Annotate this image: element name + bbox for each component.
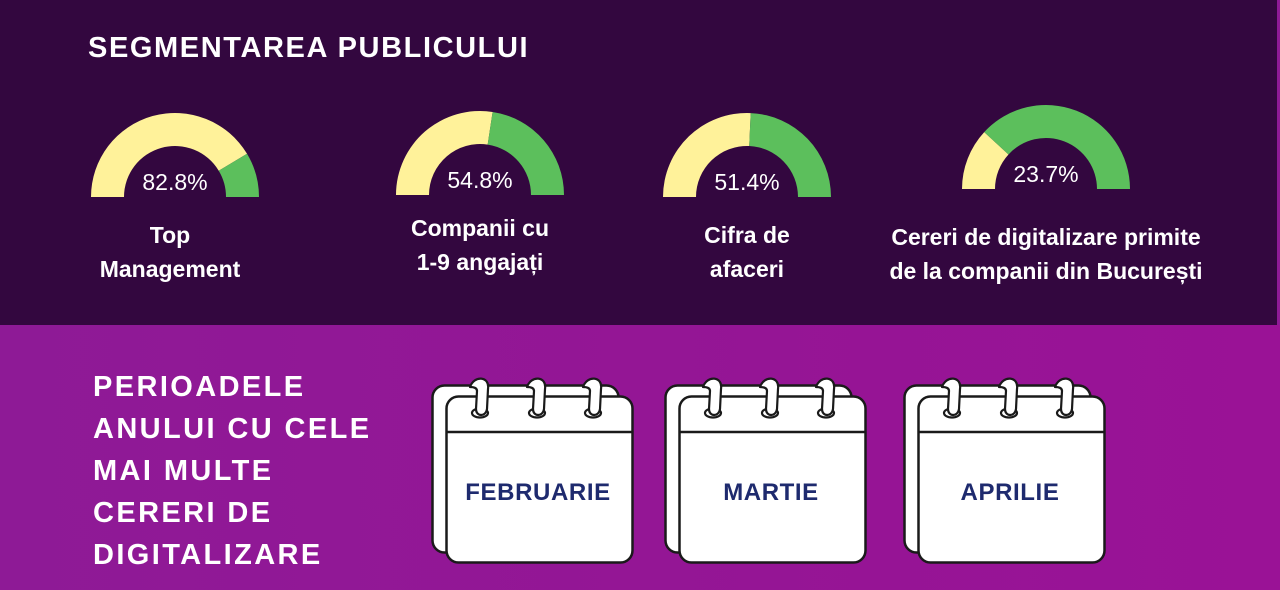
calendar-march: MARTIE	[664, 375, 874, 565]
ring-icon	[701, 377, 723, 419]
gauge-label-line: Companii cu	[410, 215, 549, 241]
gauge-share-segment	[91, 112, 248, 197]
ring-icon	[1053, 377, 1075, 419]
gauge-remainder-segment	[218, 153, 259, 197]
gauge-label-line: afaceri	[709, 256, 785, 282]
gauge-label: Cifra de afaceri	[647, 218, 847, 286]
gauge-value: 23.7%	[1013, 161, 1079, 187]
gauge-chart	[962, 105, 1130, 189]
month-label: FEBRUARIE	[465, 479, 611, 506]
calendar-april: APRILIE	[903, 375, 1113, 565]
gauge-share-segment	[962, 132, 1009, 189]
periods-title-line: PERIOADELE	[93, 371, 306, 403]
gauge-small-companies: 54.8%	[395, 110, 565, 200]
gauge-chart	[396, 111, 564, 195]
ring-icon	[525, 377, 547, 419]
gauge-label-line: de la companii din București	[889, 258, 1203, 284]
gauge-chart	[91, 112, 259, 197]
gauge-value: 82.8%	[142, 169, 208, 195]
gauge-label-line: 1-9 angajați	[416, 249, 544, 275]
gauge-label-line: Cereri de digitalizare primite	[891, 224, 1201, 250]
gauge-value: 54.8%	[447, 167, 513, 193]
periods-title-line: ANULUI CU CELE	[93, 413, 372, 445]
calendar-february: FEBRUARIE	[431, 375, 641, 565]
month-label: APRILIE	[960, 479, 1060, 506]
gauge-label: Companii cu 1-9 angajați	[377, 211, 583, 279]
calendar-icon	[431, 377, 634, 564]
gauge-label: Cereri de digitalizare primite de la com…	[866, 220, 1226, 288]
gauge-top-management: 82.8%	[90, 112, 260, 202]
calendar-icon	[664, 377, 867, 564]
gauge-bucharest-requests: 23.7%	[961, 104, 1131, 194]
gauge-turnover: 51.4%	[662, 112, 832, 202]
ring-icon	[814, 377, 836, 419]
gauge-chart	[663, 113, 831, 197]
periods-title-line: CERERI DE	[93, 497, 273, 529]
gauge-remainder-segment	[984, 105, 1130, 189]
ring-icon	[758, 377, 780, 419]
gauge-value: 51.4%	[714, 169, 780, 195]
gauge-label-line: Cifra de	[704, 222, 790, 248]
periods-title-line: MAI MULTE	[93, 455, 274, 487]
section-title: SEGMENTAREA PUBLICULUI	[88, 32, 530, 64]
ring-icon	[997, 377, 1019, 419]
gauge-share-segment	[396, 111, 493, 195]
month-label: MARTIE	[723, 479, 819, 506]
ring-icon	[581, 377, 603, 419]
periods-title-line: DIGITALIZARE	[93, 539, 323, 571]
gauge-label-line: Top	[149, 222, 191, 248]
gauge-share-segment	[663, 113, 751, 197]
gauge-label-line: Management	[99, 256, 241, 282]
ring-icon	[468, 377, 490, 419]
ring-icon	[940, 377, 962, 419]
gauge-remainder-segment	[487, 111, 564, 195]
edge-strip	[1277, 0, 1280, 325]
gauge-remainder-segment	[749, 113, 831, 197]
gauge-label: Top Management	[70, 218, 270, 286]
periods-title: PERIOADELE ANULUI CU CELE MAI MULTE CERE…	[93, 366, 372, 576]
calendar-icon	[903, 377, 1106, 564]
